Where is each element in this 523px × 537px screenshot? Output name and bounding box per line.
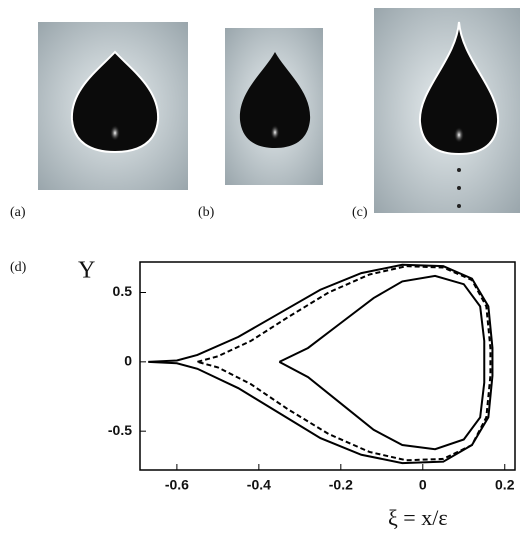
- plot-frame: [139, 261, 516, 471]
- panel-label: (d): [10, 260, 27, 275]
- panel-label: (b): [198, 205, 215, 220]
- x-tick-label: 0.2: [495, 477, 515, 493]
- panel-label: (a): [10, 205, 26, 220]
- x-tick-label: -0.6: [165, 477, 189, 493]
- curve: [278, 274, 486, 451]
- x-axis-label: ξ = x/ε: [388, 505, 448, 530]
- x-tick-label: -0.2: [329, 477, 353, 493]
- panel-label: (c): [352, 205, 368, 220]
- x-tick-label: 0: [419, 477, 427, 493]
- photo-a: [38, 22, 188, 190]
- y-tick-label: 0: [124, 353, 132, 369]
- curve: [148, 263, 494, 465]
- photo-b: [225, 28, 323, 185]
- x-tick-label: -0.4: [247, 477, 271, 493]
- curve: [197, 265, 492, 462]
- y-tick-label: 0.5: [113, 283, 133, 299]
- photo-c: [374, 8, 520, 213]
- y-tick-label: -0.5: [108, 422, 132, 438]
- y-axis-label: Y: [78, 258, 95, 284]
